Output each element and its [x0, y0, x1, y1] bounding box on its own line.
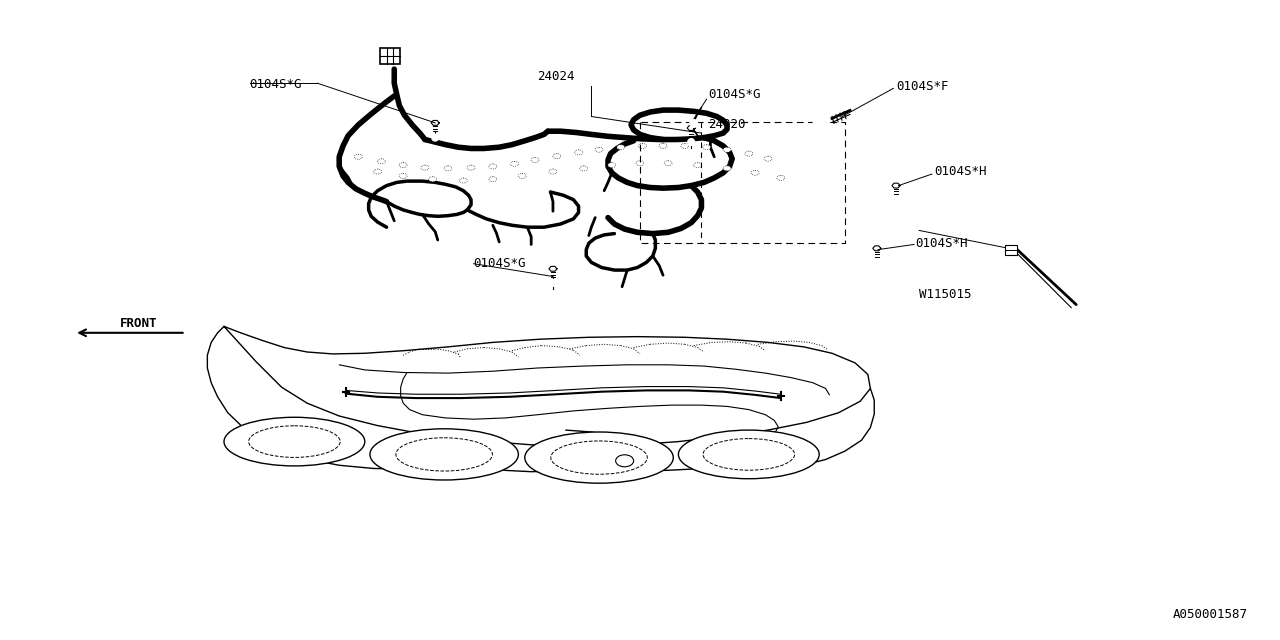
Bar [380, 49, 401, 65]
Ellipse shape [429, 177, 436, 182]
Ellipse shape [549, 169, 557, 174]
Ellipse shape [396, 438, 493, 471]
Ellipse shape [723, 147, 731, 152]
Ellipse shape [224, 417, 365, 466]
Ellipse shape [518, 173, 526, 179]
Ellipse shape [460, 178, 467, 183]
Ellipse shape [399, 173, 407, 179]
Text: 0104S*G: 0104S*G [708, 88, 760, 101]
Ellipse shape [553, 154, 561, 159]
Ellipse shape [525, 432, 673, 483]
Ellipse shape [550, 441, 648, 474]
Ellipse shape [659, 143, 667, 148]
Ellipse shape [355, 154, 362, 159]
Ellipse shape [378, 159, 385, 164]
Ellipse shape [248, 426, 340, 458]
Ellipse shape [511, 161, 518, 166]
Ellipse shape [399, 163, 407, 168]
Ellipse shape [489, 164, 497, 169]
Bar [1005, 244, 1018, 255]
Ellipse shape [489, 177, 497, 182]
Text: 0104S*H: 0104S*H [934, 165, 987, 178]
Ellipse shape [777, 175, 785, 180]
Ellipse shape [678, 430, 819, 479]
Text: 0104S*G: 0104S*G [474, 257, 526, 270]
Ellipse shape [703, 145, 710, 150]
Text: 0104S*H: 0104S*H [915, 237, 968, 250]
Ellipse shape [664, 161, 672, 166]
Ellipse shape [616, 455, 634, 467]
Ellipse shape [617, 145, 625, 150]
Ellipse shape [370, 429, 518, 480]
Ellipse shape [444, 166, 452, 171]
Ellipse shape [467, 165, 475, 170]
Ellipse shape [751, 170, 759, 175]
Circle shape [813, 118, 826, 129]
Circle shape [690, 120, 698, 127]
Circle shape [687, 139, 695, 145]
Ellipse shape [681, 143, 689, 148]
Ellipse shape [421, 165, 429, 170]
Text: W115015: W115015 [919, 288, 972, 301]
Text: 24020: 24020 [708, 118, 745, 131]
Ellipse shape [595, 147, 603, 152]
Ellipse shape [639, 143, 646, 148]
Text: 0104S*F: 0104S*F [896, 80, 948, 93]
Text: 24024: 24024 [538, 70, 575, 83]
Text: A050001587: A050001587 [1172, 608, 1248, 621]
Ellipse shape [608, 163, 616, 168]
Ellipse shape [575, 150, 582, 155]
Text: 0104S*G: 0104S*G [250, 78, 302, 91]
Ellipse shape [374, 169, 381, 174]
Ellipse shape [764, 156, 772, 161]
Ellipse shape [694, 163, 701, 168]
Ellipse shape [580, 166, 588, 171]
Ellipse shape [636, 161, 644, 166]
Ellipse shape [745, 151, 753, 156]
Text: FRONT: FRONT [119, 317, 157, 330]
Ellipse shape [703, 438, 795, 470]
Circle shape [431, 134, 439, 141]
Ellipse shape [531, 157, 539, 163]
Circle shape [549, 280, 557, 286]
Ellipse shape [723, 166, 731, 171]
